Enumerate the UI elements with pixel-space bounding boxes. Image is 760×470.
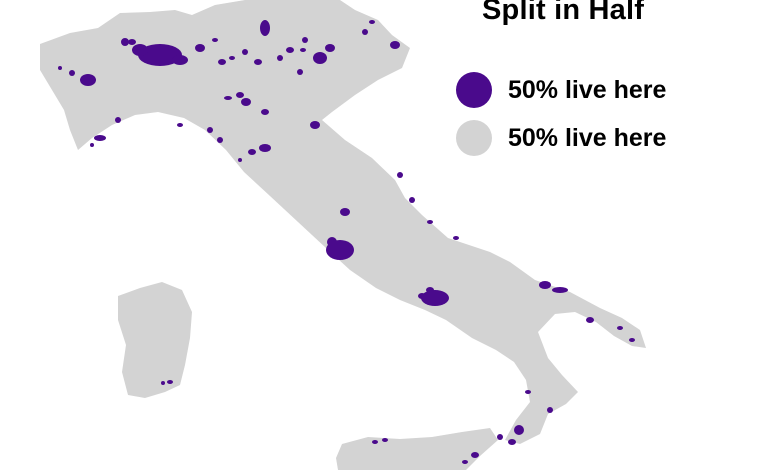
urban-area-58: [167, 380, 173, 384]
urban-area-20: [369, 20, 375, 24]
urban-area-10: [236, 92, 244, 98]
urban-area-15: [325, 44, 335, 52]
urban-area-49: [525, 390, 531, 394]
urban-area-40: [421, 290, 449, 306]
urban-areas-layer: [58, 20, 635, 464]
land-layer: [40, 0, 646, 470]
urban-area-56: [471, 452, 479, 458]
urban-area-11: [241, 98, 251, 106]
legend-label-rest: 50% live here: [508, 123, 667, 152]
urban-area-5: [80, 74, 96, 86]
urban-area-28: [207, 127, 213, 133]
urban-area-9: [254, 59, 262, 65]
urban-area-36: [327, 237, 337, 247]
urban-area-39: [427, 220, 433, 224]
legend-item-rest: 50% live here: [456, 118, 666, 158]
urban-area-42: [418, 293, 426, 299]
urban-area-54: [372, 440, 378, 444]
urban-area-23: [242, 49, 248, 55]
sardinia: [118, 282, 192, 398]
urban-area-32: [238, 158, 242, 162]
urban-area-26: [90, 143, 94, 147]
urban-area-27: [177, 123, 183, 127]
urban-area-13: [297, 69, 303, 75]
urban-area-8: [260, 20, 270, 36]
urban-area-57: [462, 460, 468, 464]
urban-area-41: [426, 287, 434, 293]
sicily: [336, 428, 498, 470]
urban-area-53: [497, 434, 503, 440]
urban-area-14: [313, 52, 327, 64]
legend-item-urban: 50% live here: [456, 70, 666, 110]
urban-area-29: [217, 137, 223, 143]
urban-area-0: [138, 44, 182, 66]
urban-area-33: [310, 121, 320, 129]
urban-area-25: [115, 117, 121, 123]
urban-area-43: [453, 236, 459, 240]
urban-area-62: [224, 96, 232, 100]
urban-area-44: [539, 281, 551, 289]
urban-area-55: [382, 438, 388, 442]
urban-area-12: [261, 109, 269, 115]
urban-area-22: [229, 56, 235, 60]
urban-area-6: [69, 70, 75, 76]
urban-area-51: [514, 425, 524, 435]
urban-area-34: [340, 208, 350, 216]
urban-area-46: [586, 317, 594, 323]
urban-area-19: [390, 41, 400, 49]
urban-area-37: [397, 172, 403, 178]
map-title: Split in Half: [482, 0, 645, 26]
urban-area-2: [172, 55, 188, 65]
urban-area-24: [94, 135, 106, 141]
urban-area-17: [302, 37, 308, 43]
urban-area-48: [629, 338, 635, 342]
urban-area-64: [58, 66, 62, 70]
legend-swatch-urban: [456, 72, 492, 108]
urban-area-45: [552, 287, 568, 293]
urban-area-38: [409, 197, 415, 203]
urban-area-52: [508, 439, 516, 445]
urban-area-18: [362, 29, 368, 35]
urban-area-1: [132, 44, 148, 56]
urban-area-21: [218, 59, 226, 65]
mainland-italy: [40, 0, 646, 444]
urban-area-31: [248, 149, 256, 155]
urban-area-59: [161, 381, 165, 385]
urban-area-61: [277, 55, 283, 61]
urban-area-60: [300, 48, 306, 52]
urban-area-3: [121, 38, 129, 46]
urban-area-63: [212, 38, 218, 42]
urban-area-16: [286, 47, 294, 53]
urban-area-7: [128, 39, 136, 45]
urban-area-30: [259, 144, 271, 152]
urban-area-4: [195, 44, 205, 52]
urban-area-50: [547, 407, 553, 413]
legend-label-urban: 50% live here: [508, 75, 667, 104]
urban-area-47: [617, 326, 623, 330]
legend-swatch-rest: [456, 120, 492, 156]
